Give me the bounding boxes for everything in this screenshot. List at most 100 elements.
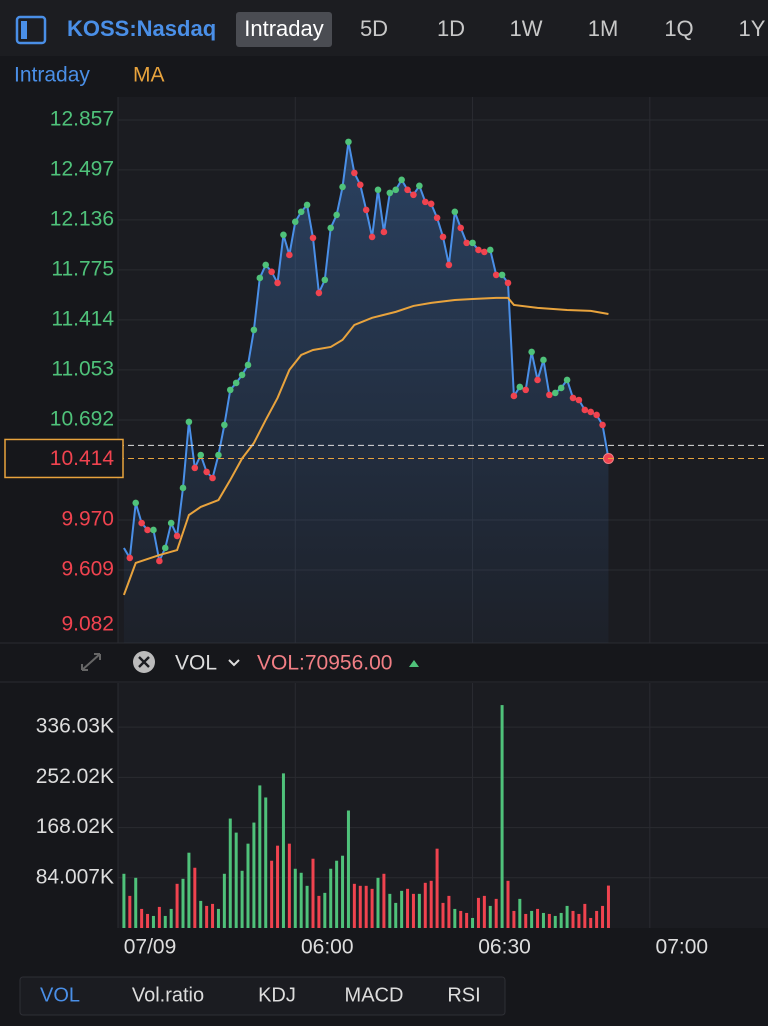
volume-bar xyxy=(406,888,410,928)
volume-bar xyxy=(411,893,415,928)
volume-bar xyxy=(601,905,605,928)
indicator-select[interactable]: VOL xyxy=(175,652,217,675)
volume-bar xyxy=(541,912,545,928)
volume-bar xyxy=(376,877,380,928)
price-point xyxy=(380,228,388,236)
price-point xyxy=(510,392,518,400)
volume-bar xyxy=(583,903,587,928)
tab[interactable]: 1D xyxy=(437,16,465,41)
y-tick-label: 9.609 xyxy=(61,558,114,581)
volume-bar xyxy=(181,878,185,928)
price-point xyxy=(516,383,524,391)
indicator-tab[interactable]: RSI xyxy=(447,984,480,1006)
legend-entry[interactable]: Intraday xyxy=(14,64,90,87)
ma-line xyxy=(122,296,609,596)
price-point xyxy=(191,464,199,472)
y-tick-label: 9.970 xyxy=(61,508,114,531)
price-point xyxy=(557,384,565,392)
price-point xyxy=(522,386,530,394)
price-point xyxy=(144,526,151,534)
indicator-tab[interactable]: Vol.ratio xyxy=(132,984,204,1006)
price-point xyxy=(528,348,535,356)
chevron xyxy=(228,659,240,667)
volume-bar xyxy=(476,897,480,928)
volume-bar xyxy=(276,845,280,928)
volume-bar xyxy=(240,870,244,928)
y-tick-label: 252.02K xyxy=(36,765,114,788)
price-point xyxy=(291,218,299,226)
y-tick-label: 84.007K xyxy=(36,865,114,888)
volume-bar xyxy=(559,912,563,928)
volume-bar xyxy=(429,880,433,928)
tab[interactable]: Intraday xyxy=(244,16,324,41)
icon-bar xyxy=(21,21,27,39)
tab[interactable]: 5D xyxy=(360,16,388,41)
volume-bar xyxy=(341,855,345,928)
price-point xyxy=(587,408,595,416)
volume-bar xyxy=(589,917,593,928)
volume-bar xyxy=(447,895,451,928)
tab[interactable]: 1W xyxy=(510,16,543,41)
price-point xyxy=(351,169,358,177)
volume-bar xyxy=(175,883,179,928)
volume-bar xyxy=(512,910,516,928)
volume-bar xyxy=(163,915,167,928)
panel-icon[interactable] xyxy=(15,15,47,45)
indicator-tab[interactable]: KDJ xyxy=(258,984,296,1006)
price-point xyxy=(551,389,559,397)
price-point xyxy=(339,183,346,191)
indicator-tab[interactable]: MACD xyxy=(345,984,404,1006)
volume-bar xyxy=(199,900,203,928)
price-point xyxy=(274,279,281,287)
volume-bar xyxy=(595,910,599,928)
toolbar-bg xyxy=(0,0,768,56)
price-point xyxy=(132,499,140,507)
price-point xyxy=(161,544,169,552)
price-point xyxy=(244,361,252,369)
price-point xyxy=(416,182,423,190)
price-point xyxy=(386,189,394,197)
tab[interactable]: 1Q xyxy=(664,16,693,41)
volume-bar xyxy=(352,883,356,928)
y-tick-label: 12.857 xyxy=(50,108,114,131)
price-point xyxy=(392,186,400,194)
price-point xyxy=(173,532,181,540)
volume-bar xyxy=(234,832,238,928)
volume-bar xyxy=(494,898,498,928)
price-point xyxy=(404,186,411,194)
indicator-tab[interactable]: VOL xyxy=(40,984,80,1006)
price-point xyxy=(498,271,506,279)
volume-bar xyxy=(382,873,386,928)
price-point xyxy=(203,468,210,476)
volume-bar xyxy=(482,895,486,928)
volume-bar xyxy=(134,877,138,928)
price-point xyxy=(398,176,405,184)
volume-bar xyxy=(530,910,534,928)
close-icon[interactable] xyxy=(133,651,155,673)
volume-bar xyxy=(441,902,445,928)
volume-bar xyxy=(281,773,285,928)
price-point xyxy=(321,276,329,284)
up-triangle xyxy=(409,660,419,667)
tab[interactable]: 1Y xyxy=(739,16,766,41)
tab[interactable]: 1M xyxy=(588,16,619,41)
volume-bar xyxy=(205,905,209,928)
price-point xyxy=(250,326,258,334)
price-point xyxy=(215,451,222,459)
volume-bar xyxy=(293,868,297,928)
price-point xyxy=(209,474,216,482)
expand-icon[interactable] xyxy=(81,653,101,671)
price-point xyxy=(569,394,577,402)
price-point xyxy=(268,268,275,276)
price-point xyxy=(540,356,547,364)
volume-bar xyxy=(317,895,321,928)
volume-bar xyxy=(565,905,569,928)
legend-entry[interactable]: MA xyxy=(133,64,165,87)
volume-bar xyxy=(246,843,250,928)
volume-plot-bg xyxy=(118,683,768,928)
price-point xyxy=(599,421,606,429)
volume-bar xyxy=(228,818,232,928)
x-tick-label: 07/09 xyxy=(124,936,177,959)
symbol[interactable]: KOSS:Nasdaq xyxy=(67,16,216,41)
